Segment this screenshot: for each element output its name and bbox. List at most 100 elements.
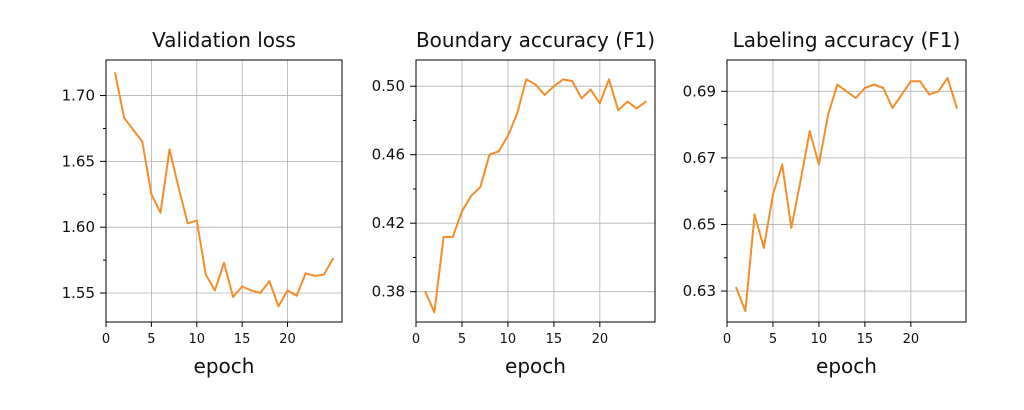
data-point (451, 235, 454, 238)
chart-title: Validation loss (152, 28, 296, 52)
data-point (928, 93, 931, 96)
data-point (204, 273, 207, 276)
data-point (424, 290, 427, 293)
data-point (479, 186, 482, 189)
x-tick-label: 5 (458, 332, 466, 347)
data-point (268, 280, 271, 283)
x-tick-label: 15 (546, 332, 563, 347)
data-point (744, 310, 747, 312)
data-point (598, 102, 601, 105)
x-tick-label: 20 (279, 332, 296, 347)
data-point (168, 148, 171, 151)
chart-panel-validation-loss: Validation loss 0 5 10 15 20 1.55 1.60 1.65 1.70 e… (62, 28, 343, 378)
data-point (186, 222, 189, 225)
y-tick-label: 1.70 (62, 87, 95, 105)
series-line (114, 73, 334, 308)
x-tick-label: 0 (412, 332, 420, 347)
data-point (433, 311, 436, 314)
data-point (543, 93, 546, 96)
data-point (132, 128, 135, 131)
data-point (626, 100, 629, 103)
plot-frame (415, 59, 656, 323)
data-point (854, 97, 857, 99)
data-point (937, 90, 940, 93)
x-tick-label: 10 (811, 332, 828, 347)
data-point (123, 116, 126, 119)
data-point (195, 219, 198, 222)
series-line (735, 77, 958, 312)
data-point (286, 289, 289, 292)
y-tick-label: 1.60 (62, 218, 95, 236)
x-tick-label: 20 (903, 332, 920, 347)
data-point (589, 88, 592, 91)
data-point (808, 130, 811, 133)
data-point (799, 180, 802, 183)
data-point (900, 93, 903, 96)
data-point (313, 274, 316, 277)
x-tick-label: 0 (723, 332, 731, 347)
x-tick-label: 15 (857, 332, 874, 347)
data-point (845, 90, 848, 93)
data-point (259, 292, 262, 294)
data-point (150, 193, 153, 196)
y-tick-label: 0.63 (683, 282, 716, 300)
y-tick-label: 0.67 (683, 149, 716, 167)
data-point (919, 80, 921, 83)
plot-frame (726, 59, 967, 323)
data-point (753, 213, 756, 216)
data-point (232, 296, 235, 298)
data-point (882, 87, 885, 89)
data-point (177, 186, 180, 189)
data-point (442, 235, 445, 238)
data-point (635, 107, 638, 110)
data-point (562, 78, 565, 81)
plot-frame (105, 59, 343, 323)
data-point (836, 83, 839, 86)
y-tick-label: 0.50 (372, 77, 405, 95)
data-point (827, 113, 830, 116)
x-axis-label: epoch (816, 354, 877, 378)
data-point (863, 87, 866, 89)
data-point (571, 80, 574, 83)
chart-panel-boundary-accuracy: Boundary accuracy (F1) 0 5 10 15 20 0.38 0.42 0.… (372, 28, 656, 378)
data-point (331, 257, 334, 260)
data-point (525, 78, 528, 81)
x-tick-label: 5 (769, 332, 777, 347)
data-point (817, 163, 820, 166)
data-point (241, 285, 244, 288)
x-tick-label: 10 (500, 332, 517, 347)
data-point (470, 194, 473, 197)
data-point (322, 273, 325, 276)
data-point (644, 100, 647, 103)
data-point (781, 163, 784, 166)
data-point (735, 286, 738, 289)
data-point (762, 246, 765, 249)
data-point (790, 226, 793, 229)
y-tick-label: 1.65 (62, 152, 95, 170)
data-point (534, 83, 537, 86)
x-tick-label: 0 (102, 332, 110, 347)
x-axis-label: epoch (194, 354, 255, 378)
y-tick-label: 0.65 (683, 215, 716, 233)
data-point (141, 140, 144, 143)
y-tick-label: 0.38 (372, 283, 405, 301)
y-tick-label: 0.42 (372, 214, 405, 232)
data-point (506, 134, 509, 137)
data-point (552, 85, 555, 88)
data-point (488, 153, 491, 156)
data-point (891, 106, 894, 109)
data-point (580, 97, 583, 100)
data-point (277, 305, 280, 308)
data-point (516, 112, 519, 115)
data-point (159, 211, 162, 214)
chart-panel-labeling-accuracy: Labeling accuracy (F1) 0 5 10 15 20 0.63 0.65 0.… (683, 28, 967, 378)
data-point (223, 261, 225, 264)
data-point (608, 78, 610, 81)
y-tick-label: 0.46 (372, 146, 405, 164)
x-tick-label: 20 (592, 332, 609, 347)
data-point (955, 106, 958, 109)
data-point (250, 289, 253, 292)
x-tick-label: 5 (147, 332, 155, 347)
